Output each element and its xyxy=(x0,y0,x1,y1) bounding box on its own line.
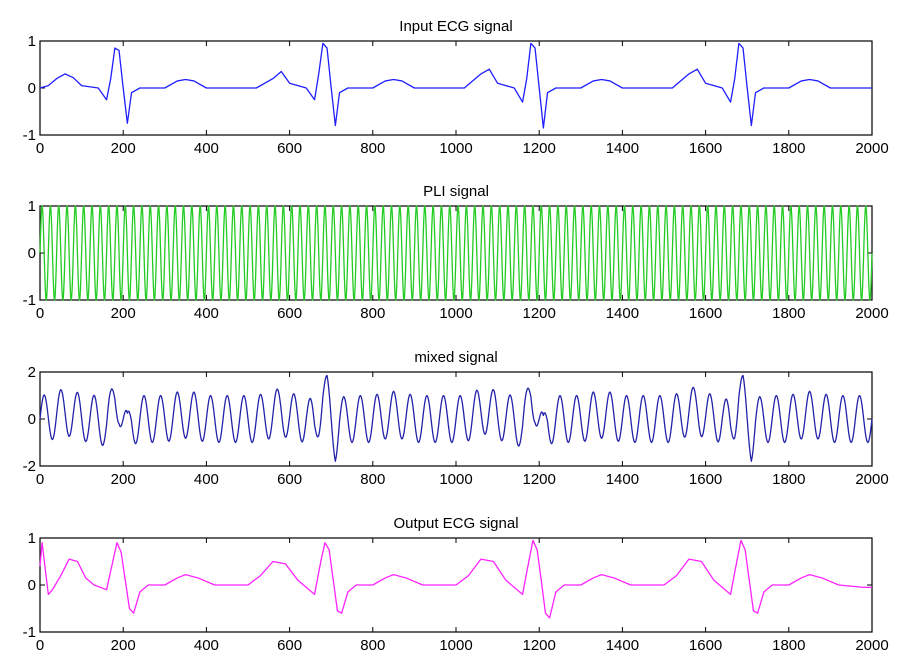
pli-xtick-label: 1000 xyxy=(439,305,472,322)
input-ecg-title: Input ECG signal xyxy=(399,18,512,35)
pli-xtick-label: 1400 xyxy=(606,305,639,322)
pli-panel: PLI signal 0 200 400 600 800 1000 1200 1400 1600 1… xyxy=(23,183,889,322)
mixed-xtick-label: 800 xyxy=(360,471,385,488)
input-ecg-xtick-label: 0 xyxy=(36,140,44,157)
output-ecg-ytick-label: 0 xyxy=(28,577,36,594)
input-ecg-xtick-label: 400 xyxy=(194,140,219,157)
output-ecg-xtick-label: 1000 xyxy=(439,637,472,654)
output-ecg-xtick-label: 800 xyxy=(360,637,385,654)
output-ecg-xtick-label: 0 xyxy=(36,637,44,654)
mixed-xtick-label: 1600 xyxy=(689,471,722,488)
output-ecg-ytick-label: 1 xyxy=(28,530,36,547)
mixed-xtick-label: 1800 xyxy=(772,471,805,488)
output-ecg-xtick-label: 600 xyxy=(277,637,302,654)
pli-xtick-label: 2000 xyxy=(855,305,888,322)
output-ecg-xtick-label: 1600 xyxy=(689,637,722,654)
mixed-xtick-label: 600 xyxy=(277,471,302,488)
pli-series-line xyxy=(39,205,873,301)
mixed-xtick-label: 1400 xyxy=(606,471,639,488)
input-ecg-xtick-label: 1600 xyxy=(689,140,722,157)
output-ecg-xtick-label: 400 xyxy=(194,637,219,654)
output-ecg-xtick-label: 1800 xyxy=(772,637,805,654)
output-ecg-xtick-label: 2000 xyxy=(855,637,888,654)
input-ecg-xtick-label: 1400 xyxy=(606,140,639,157)
input-ecg-xtick-label: 2000 xyxy=(855,140,888,157)
pli-xtick-label: 1600 xyxy=(689,305,722,322)
input-ecg-xtick-label: 1200 xyxy=(523,140,556,157)
mixed-xtick-label: 1000 xyxy=(439,471,472,488)
mixed-panel: mixed signal 0 200 400 600 800 1000 1200 1400 160… xyxy=(23,349,889,488)
pli-xtick-label: 1200 xyxy=(523,305,556,322)
mixed-xtick-label: 200 xyxy=(111,471,136,488)
pli-xtick-label: 600 xyxy=(277,305,302,322)
pli-xtick-label: 400 xyxy=(194,305,219,322)
mixed-series-line xyxy=(39,374,873,462)
pli-ytick-label: -1 xyxy=(23,292,36,309)
output-ecg-ytick-label: -1 xyxy=(23,624,36,641)
mixed-ytick-label: 0 xyxy=(28,411,36,428)
mixed-xtick-label: 400 xyxy=(194,471,219,488)
output-ecg-xtick-label: 1200 xyxy=(523,637,556,654)
input-ecg-xtick-label: 800 xyxy=(360,140,385,157)
input-ecg-xtick-label: 1000 xyxy=(439,140,472,157)
mixed-ytick-label: 2 xyxy=(28,364,36,381)
pli-xtick-label: 1800 xyxy=(772,305,805,322)
pli-title: PLI signal xyxy=(423,183,489,200)
mixed-xtick-label: 1200 xyxy=(523,471,556,488)
mixed-xtick-label: 2000 xyxy=(855,471,888,488)
input-ecg-xtick-label: 600 xyxy=(277,140,302,157)
input-ecg-ytick-label: -1 xyxy=(23,127,36,144)
pli-ytick-label: 0 xyxy=(28,245,36,262)
pli-ytick-label: 1 xyxy=(28,198,36,215)
input-ecg-series-line xyxy=(39,42,872,129)
input-ecg-xtick-label: 200 xyxy=(111,140,136,157)
mixed-xtick-label: 0 xyxy=(36,471,44,488)
input-ecg-panel: Input ECG signal 0 200 400 600 800 1000 1200 140… xyxy=(23,18,889,157)
pli-xtick-label: 200 xyxy=(111,305,136,322)
input-ecg-xtick-label: 1800 xyxy=(772,140,805,157)
mixed-title: mixed signal xyxy=(414,349,497,366)
pli-xtick-label: 0 xyxy=(36,305,44,322)
output-ecg-xtick-label: 1400 xyxy=(606,637,639,654)
output-ecg-panel: Output ECG signal 0 200 400 600 800 1000 1200 14… xyxy=(23,515,889,654)
output-ecg-series-line xyxy=(39,539,872,619)
input-ecg-ytick-label: 0 xyxy=(28,80,36,97)
output-ecg-xtick-label: 200 xyxy=(111,637,136,654)
input-ecg-ytick-label: 1 xyxy=(28,33,36,50)
pli-xtick-label: 800 xyxy=(360,305,385,322)
mixed-ytick-label: -2 xyxy=(23,458,36,475)
output-ecg-title: Output ECG signal xyxy=(393,515,518,532)
